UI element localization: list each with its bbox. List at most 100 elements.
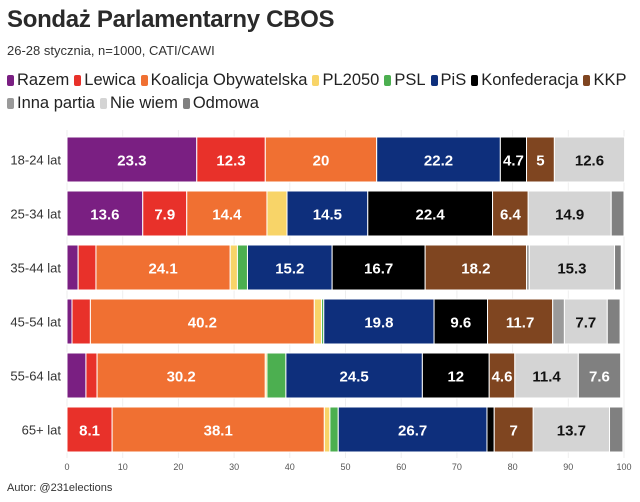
bar-segment [246, 244, 333, 291]
bar-segment [95, 244, 231, 291]
bar-segment [66, 352, 87, 399]
bar-segment [610, 190, 625, 237]
data-label: 24.5 [340, 369, 369, 386]
bar-segment [66, 136, 198, 183]
x-tick-label: 10 [118, 462, 128, 472]
legend-swatch [7, 75, 14, 86]
legend-swatch [384, 75, 392, 86]
bar-segment [89, 298, 315, 345]
data-label: 24.1 [148, 261, 177, 278]
data-label: 8.1 [79, 423, 100, 440]
data-label: 11.4 [532, 369, 561, 386]
chart-subtitle: 26-28 stycznia, n=1000, CATI/CAWI [7, 43, 215, 58]
data-label: 14.9 [555, 207, 584, 224]
bar-segment [421, 352, 490, 399]
x-tick-label: 30 [229, 462, 239, 472]
legend-item: Razem [7, 69, 69, 92]
x-tick-label: 70 [452, 462, 462, 472]
bar-segment [499, 136, 528, 183]
bar-segment [514, 352, 579, 399]
data-label: 12.3 [216, 153, 245, 170]
legend-item: PSL [384, 69, 426, 92]
bar-segment [614, 244, 622, 291]
legend-swatch [583, 75, 591, 86]
bar-segment [526, 136, 555, 183]
category-label: 18-24 lat [10, 153, 61, 168]
bar-segment [323, 406, 331, 453]
bar-segment [486, 406, 495, 453]
x-tick-label: 100 [616, 462, 631, 472]
bar-segment [493, 406, 534, 453]
data-label: 9.6 [450, 315, 471, 332]
bar-segment [376, 136, 501, 183]
bar-segment [286, 190, 369, 237]
data-label: 6.4 [500, 207, 522, 224]
data-label: 7.7 [575, 315, 596, 332]
bar-segment [367, 190, 494, 237]
data-label: 14.4 [212, 207, 242, 224]
bar-segment [329, 406, 339, 453]
data-label: 18.2 [461, 261, 490, 278]
data-label: 40.2 [188, 315, 217, 332]
data-label: 7.9 [154, 207, 175, 224]
legend-item: Nie wiem [99, 92, 178, 115]
bar-segment [77, 244, 97, 291]
data-label: 5 [536, 153, 544, 170]
data-label: 13.7 [557, 423, 586, 440]
category-label: 35-44 lat [10, 261, 61, 276]
legend-swatch [471, 75, 479, 86]
legend-item: PL2050 [312, 69, 379, 92]
legend-swatch [182, 98, 190, 109]
legend-item: Inna partia [7, 92, 95, 115]
bar-segment [331, 244, 426, 291]
data-label: 14.5 [313, 207, 342, 224]
legend-swatch [312, 75, 320, 86]
legend-swatch [74, 75, 82, 86]
data-label: 26.7 [398, 423, 427, 440]
data-label: 12.6 [575, 153, 604, 170]
data-label: 13.6 [90, 207, 119, 224]
x-tick-label: 60 [396, 462, 406, 472]
legend-label: Konfederacja [481, 71, 579, 89]
data-label: 7 [510, 423, 518, 440]
legend-label: KKP [593, 71, 627, 89]
bar-segment [337, 406, 488, 453]
data-label: 20 [313, 153, 330, 170]
legend-item: Odmowa [182, 92, 259, 115]
bar-segment [264, 136, 378, 183]
bar-segment [229, 244, 238, 291]
bar-segment [186, 190, 268, 237]
chart-title: Sondaż Parlamentarny CBOS [7, 6, 335, 33]
bar-segment [66, 244, 79, 291]
bar-segment [532, 406, 611, 453]
legend-item: KKP [583, 69, 627, 92]
legend: Razem Lewica Koalicja Obywatelska PL2050 PSL… [7, 69, 637, 115]
bar-segment [66, 406, 113, 453]
data-label: 38.1 [204, 423, 233, 440]
x-tick-label: 0 [64, 462, 69, 472]
data-label: 22.4 [416, 207, 446, 224]
bar-segment [527, 190, 612, 237]
x-tick-label: 50 [340, 462, 350, 472]
bar-segment [236, 244, 248, 291]
data-label: 22.2 [424, 153, 453, 170]
legend-item: Lewica [74, 69, 136, 92]
legend-label: PiS [440, 71, 467, 89]
legend-label: PL2050 [322, 71, 380, 89]
bar-segment [266, 190, 288, 237]
bar-segment [609, 406, 624, 453]
data-label: 19.8 [364, 315, 393, 332]
x-tick-label: 80 [508, 462, 518, 472]
legend-label: Nie wiem [109, 94, 178, 112]
legend-item: Konfederacja [471, 69, 578, 92]
bar-segment [71, 298, 91, 345]
bar-segment [552, 298, 565, 345]
legend-label: PSL [394, 71, 426, 89]
data-label: 15.2 [275, 261, 304, 278]
category-label: 65+ lat [22, 423, 62, 438]
bar-segment [563, 298, 608, 345]
bar-segment [142, 190, 188, 237]
bar-segment [553, 136, 626, 183]
legend-item: PiS [430, 69, 467, 92]
bar-segment [66, 190, 144, 237]
